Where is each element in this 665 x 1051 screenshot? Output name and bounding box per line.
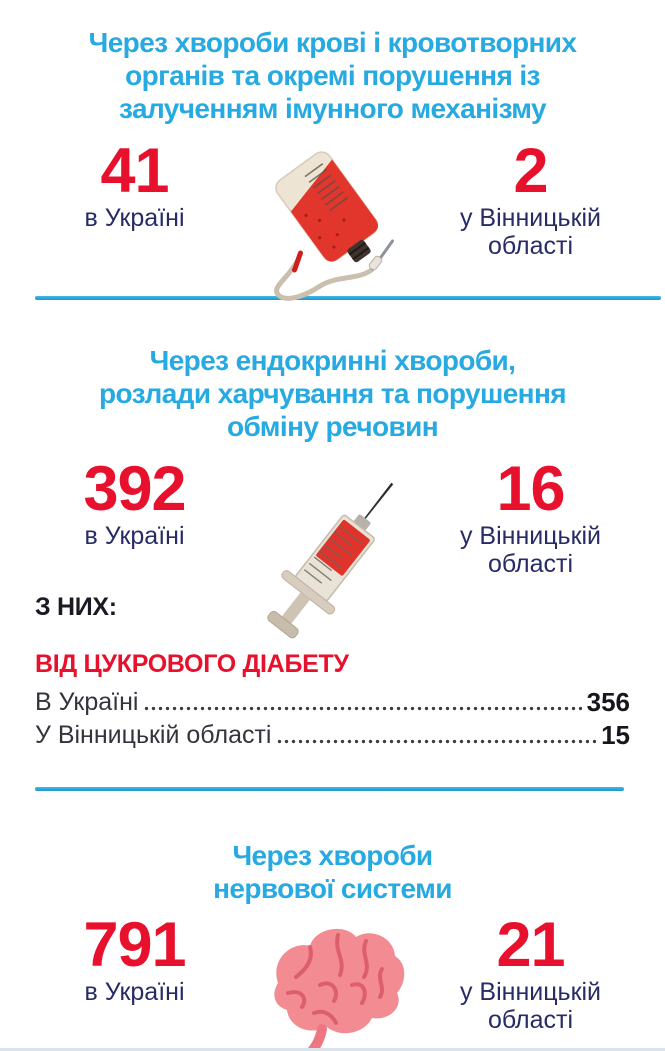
stat-label: у Вінницькій області [459,978,602,1034]
dot-leader [276,738,597,745]
row-value: 356 [586,687,630,717]
stat-label: в Україні [84,204,185,232]
section-nervous-title: Через хвороби нервової системи [12,839,653,905]
bottom-divider-edge [0,1048,665,1051]
stat-value: 41 [100,136,169,206]
section-endocrine-title: Через ендокринні хвороби, розлади харчув… [12,344,653,443]
stat-ukraine: 791 в Україні [42,910,227,1045]
stat-value: 791 [83,910,186,980]
stat-label: у Вінницькій області [459,522,602,578]
stat-label: в Україні [84,978,185,1006]
section-divider [35,787,624,791]
row-label: У Вінницькій області [35,721,272,749]
title-line: залученням імунного механізму [119,93,546,124]
stat-value: 392 [83,454,186,524]
blood-bag-icon [240,141,425,306]
section-endocrine: Через ендокринні хвороби, розлади харчув… [0,344,665,750]
stat-label: в Україні [84,522,185,550]
section-nervous: Через хвороби нервової системи 791 в Укр… [0,839,665,1051]
of-them-label: З НИХ: [35,593,117,621]
diabetes-row-vinnytsia: У Вінницькій області 15 [35,719,630,750]
stat-value: 16 [496,454,565,524]
title-line: Через хвороби [232,840,433,871]
stat-value: 21 [496,910,565,980]
section-blood: Через хвороби крові і кровотворних орган… [0,26,665,301]
stat-vinnytsia: 21 у Вінницькій області [438,910,623,1045]
section-endocrine-stats: 392 в Україні [0,454,665,639]
brain-icon [248,907,418,1051]
dot-leader [143,705,582,712]
title-line: Через ендокринні хвороби, [149,345,516,376]
stat-value: 2 [513,136,548,206]
row-label: В Україні [35,688,139,716]
stat-ukraine: 41 в Україні [42,136,227,291]
title-line: органів та окремі порушення із [125,60,540,91]
diabetes-row-ukraine: В Україні 356 [35,686,630,717]
title-line: нервової системи [213,873,452,904]
title-line: обміну речовин [226,411,439,442]
section-blood-stats: 41 в Україні [0,136,665,301]
section-blood-title: Через хвороби крові і кровотворних орган… [12,26,653,125]
section-nervous-stats: 791 в Україні [0,910,665,1051]
section-divider [35,296,661,300]
stat-vinnytsia: 2 у Вінницькій області [438,136,623,291]
diabetes-block: ВІД ЦУКРОВОГО ДІАБЕТУ В Україні 356 У Ві… [35,650,630,750]
stat-label: у Вінницькій області [459,204,602,260]
syringe-icon [233,459,433,664]
diabetes-title: ВІД ЦУКРОВОГО ДІАБЕТУ [35,650,349,678]
stat-vinnytsia: 16 у Вінницькій області [438,454,623,589]
row-value: 15 [601,720,630,750]
title-line: розлади харчування та порушення [98,378,567,409]
stat-ukraine: 392 в Україні [42,454,227,589]
title-line: Через хвороби крові і кровотворних [88,27,577,58]
